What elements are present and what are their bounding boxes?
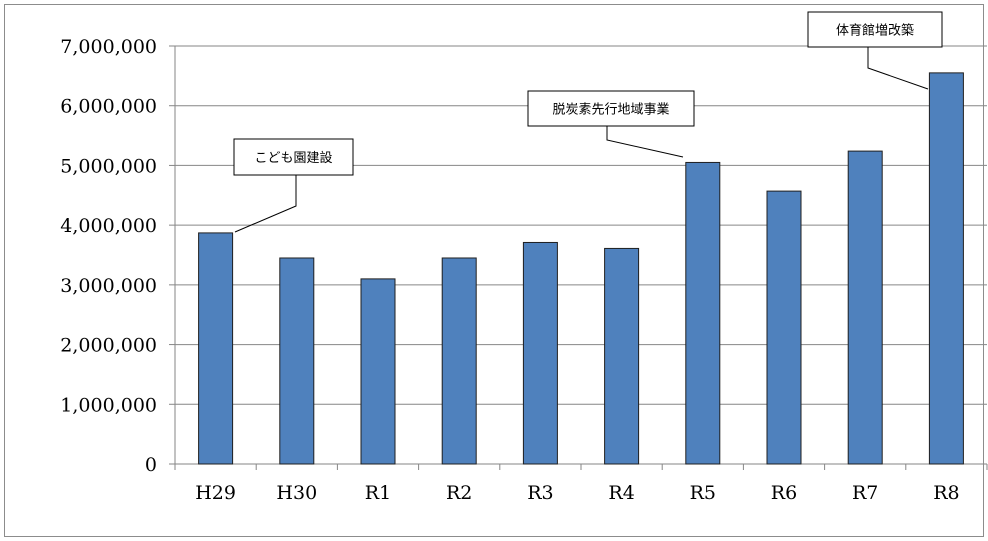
bar-R2 bbox=[441, 257, 477, 465]
callout-box bbox=[233, 138, 354, 176]
x-tick-label: R4 bbox=[608, 482, 634, 504]
bar-R3 bbox=[522, 241, 558, 465]
callout-leader bbox=[606, 126, 684, 158]
x-tick-label: R2 bbox=[446, 482, 472, 504]
x-tick-label: H30 bbox=[276, 482, 317, 504]
bar-R8 bbox=[928, 72, 964, 465]
x-tick-label: H29 bbox=[195, 482, 236, 504]
y-tick-label: 3,000,000 bbox=[60, 275, 157, 297]
bar-R4 bbox=[604, 247, 640, 465]
y-tick-label: 1,000,000 bbox=[60, 394, 157, 416]
y-tick-label: 6,000,000 bbox=[60, 96, 157, 118]
x-tick-label: R8 bbox=[933, 482, 959, 504]
callout-box bbox=[807, 11, 943, 48]
bar-H29 bbox=[198, 232, 234, 465]
callout-label: こども園建設 bbox=[254, 150, 332, 166]
x-tick-label: R3 bbox=[527, 482, 553, 504]
bar-R5 bbox=[685, 161, 721, 465]
bar-R1 bbox=[360, 278, 396, 465]
callout-label: 体育館増改築 bbox=[836, 23, 914, 39]
y-tick-label: 5,000,000 bbox=[60, 155, 157, 177]
callout-leader bbox=[867, 47, 929, 90]
y-tick-label: 2,000,000 bbox=[60, 335, 157, 357]
x-tick-label: R6 bbox=[771, 482, 797, 504]
y-tick-label: 4,000,000 bbox=[60, 215, 157, 237]
bar-R7 bbox=[847, 150, 883, 465]
bar-H30 bbox=[279, 257, 315, 465]
chart-frame bbox=[4, 4, 984, 537]
y-tick-label: 7,000,000 bbox=[60, 36, 157, 58]
y-tick-label: 0 bbox=[145, 454, 157, 476]
x-tick-label: R5 bbox=[690, 482, 716, 504]
callout-label: 脱炭素先行地域事業 bbox=[552, 102, 669, 118]
callout-leader bbox=[234, 175, 297, 233]
x-tick-label: R1 bbox=[365, 482, 391, 504]
x-tick-label: R7 bbox=[852, 482, 878, 504]
callout-box bbox=[527, 90, 695, 127]
bar-R6 bbox=[766, 190, 802, 465]
